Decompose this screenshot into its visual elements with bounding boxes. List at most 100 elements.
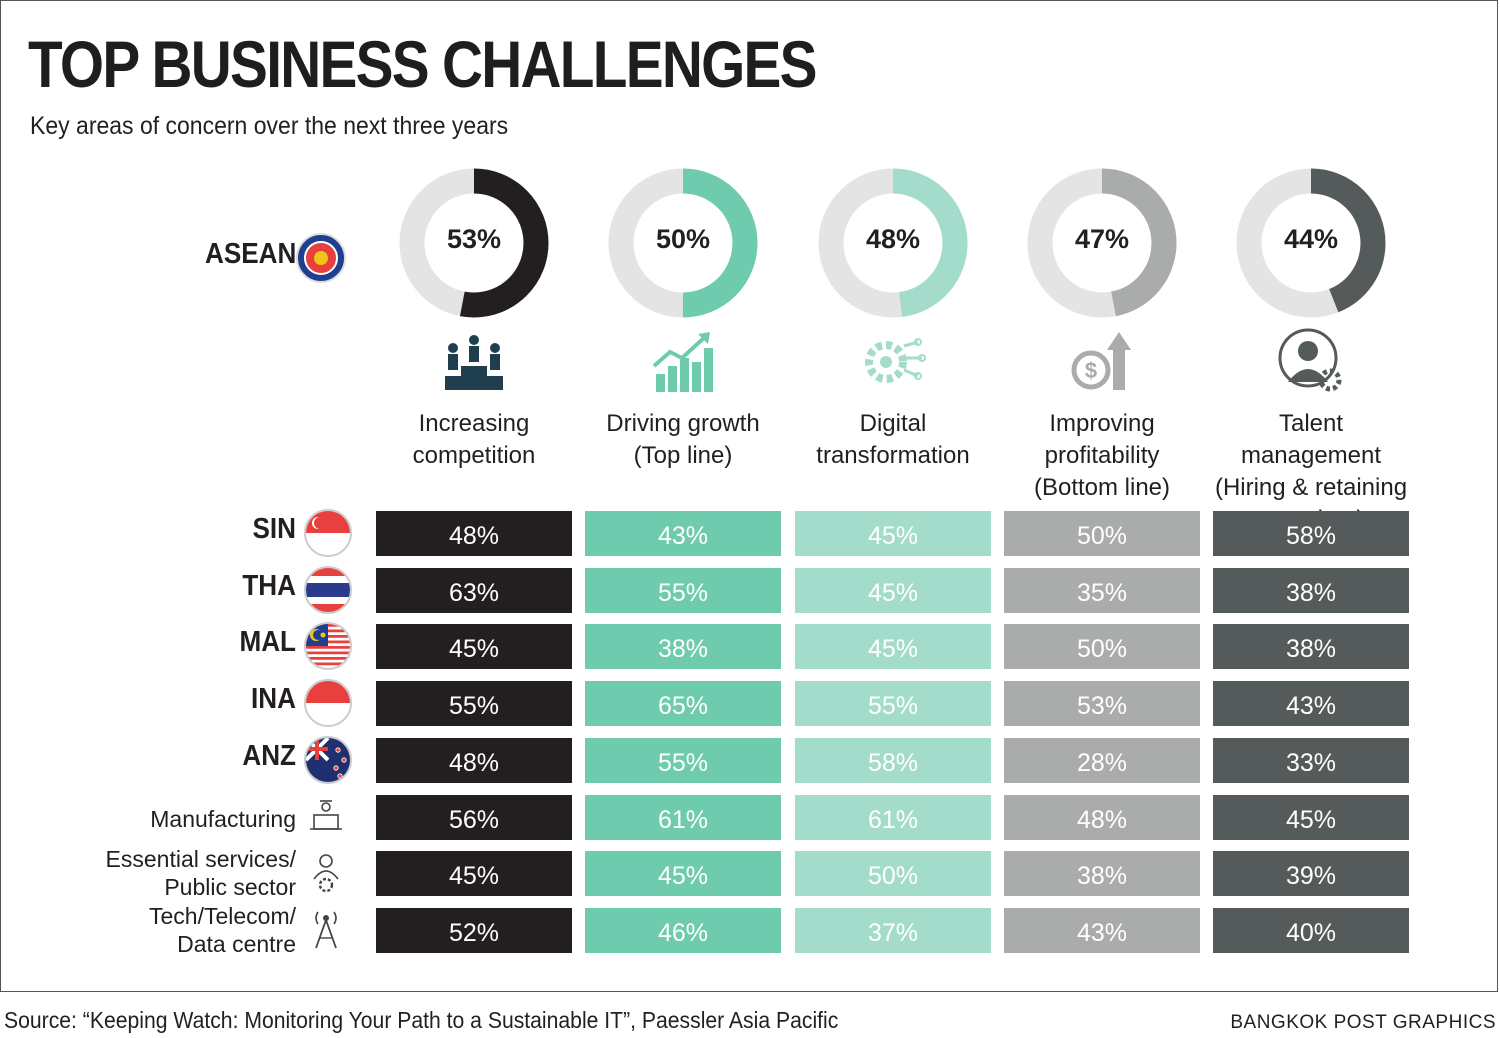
table-cell-competition: 45% xyxy=(376,624,572,670)
asean-donut-profitability: 47% xyxy=(1025,166,1179,320)
donut-value-label: 44% xyxy=(1283,224,1339,254)
donut-value-arc xyxy=(608,168,758,318)
row-label-line: Essential services/ xyxy=(105,846,296,873)
person-gear-outline-icon xyxy=(304,849,352,897)
table-cell-growth: 55% xyxy=(585,567,781,613)
table-cell-digital: 61% xyxy=(795,794,991,840)
table-cell-growth: 38% xyxy=(585,624,781,670)
indonesia-flag-icon xyxy=(304,679,352,728)
table-cell-talent: 33% xyxy=(1213,737,1409,783)
donut-value-arc xyxy=(1236,168,1386,318)
growth-chart-icon xyxy=(648,326,718,396)
row-label-line: Tech/Telecom/ xyxy=(148,902,296,929)
table-cell-growth: 55% xyxy=(585,737,781,783)
person-gear-icon xyxy=(1276,326,1346,396)
category-label-profitability: Improving profitability (Bottom line) xyxy=(997,408,1207,504)
factory-worker-icon xyxy=(304,793,352,841)
table-cell-digital: 45% xyxy=(795,567,991,613)
table-cell-growth: 46% xyxy=(585,907,781,953)
row-label: MAL xyxy=(26,626,296,659)
row-label-line: MAL xyxy=(239,626,296,659)
asean-donut-talent: 44% xyxy=(1234,166,1388,320)
row-label: Tech/Telecom/Data centre xyxy=(0,902,296,958)
row-label: ANZ xyxy=(26,740,296,773)
table-cell-talent: 45% xyxy=(1213,794,1409,840)
row-label-line: INA xyxy=(251,683,296,716)
table-cell-digital: 58% xyxy=(795,737,991,783)
table-cell-competition: 48% xyxy=(376,511,572,556)
row-label-line: Manufacturing xyxy=(150,805,296,832)
table-cell-digital: 37% xyxy=(795,907,991,953)
asean-donut-digital: 48% xyxy=(816,166,970,320)
table-cell-talent: 40% xyxy=(1213,907,1409,953)
category-label-digital: Digital transformation xyxy=(788,408,998,472)
infographic-frame xyxy=(0,0,1498,992)
source-note: Source: “Keeping Watch: Monitoring Your … xyxy=(4,1007,839,1033)
antenna-tower-icon xyxy=(304,906,352,954)
table-cell-profitability: 35% xyxy=(1004,567,1200,613)
table-cell-talent: 39% xyxy=(1213,851,1409,897)
singapore-flag-icon xyxy=(304,509,352,557)
donut-value-label: 47% xyxy=(1074,224,1130,254)
thailand-flag-icon xyxy=(304,565,352,614)
category-label-growth: Driving growth (Top line) xyxy=(578,408,788,472)
anz-flag-icon xyxy=(304,735,352,784)
row-label: THA xyxy=(26,570,296,603)
graphics-credit: BANGKOK POST GRAPHICS xyxy=(1230,1012,1496,1033)
table-cell-profitability: 50% xyxy=(1004,624,1200,670)
category-label-line: Increasing xyxy=(418,410,530,437)
category-label-line: Improving xyxy=(1049,410,1155,437)
table-cell-profitability: 28% xyxy=(1004,737,1200,783)
row-label: Essential services/Public sector xyxy=(0,845,296,901)
asean-emblem-icon xyxy=(296,233,346,283)
table-cell-digital: 55% xyxy=(795,681,991,727)
table-cell-talent: 43% xyxy=(1213,681,1409,727)
table-cell-talent: 38% xyxy=(1213,567,1409,613)
row-label-line: SIN xyxy=(252,513,296,545)
table-cell-competition: 52% xyxy=(376,907,572,953)
category-label-competition: Increasing competition xyxy=(369,408,579,472)
table-cell-growth: 65% xyxy=(585,681,781,727)
row-label-line: Data centre xyxy=(177,930,296,957)
table-cell-growth: 45% xyxy=(585,851,781,897)
donut-value-label: 50% xyxy=(655,224,711,254)
table-cell-digital: 45% xyxy=(795,511,991,556)
table-cell-competition: 56% xyxy=(376,794,572,840)
row-label-line: Public sector xyxy=(164,874,296,901)
donut-value-arc xyxy=(818,168,968,318)
asean-donut-competition: 53% xyxy=(397,166,551,320)
gear-circuit-icon xyxy=(858,326,928,396)
table-cell-growth: 43% xyxy=(585,511,781,556)
category-label-line: (Top line) xyxy=(633,442,733,469)
malaysia-flag-icon xyxy=(304,622,352,671)
category-label-line: profitability xyxy=(1044,442,1160,469)
table-cell-competition: 55% xyxy=(376,681,572,727)
donut-value-label: 53% xyxy=(446,224,502,254)
table-cell-talent: 58% xyxy=(1213,511,1409,556)
table-cell-talent: 38% xyxy=(1213,624,1409,670)
category-label-line: (Hiring & retaining xyxy=(1214,474,1408,501)
row-label: SIN xyxy=(26,513,296,546)
category-label-line: competition xyxy=(412,442,536,469)
category-label-line: Talent management xyxy=(1240,410,1382,469)
row-label-line: THA xyxy=(242,569,296,602)
podium-people-icon xyxy=(439,326,509,396)
table-cell-competition: 45% xyxy=(376,851,572,897)
donut-value-label: 48% xyxy=(865,224,921,254)
svg-text:$: $ xyxy=(1085,358,1097,383)
table-cell-digital: 45% xyxy=(795,624,991,670)
table-cell-growth: 61% xyxy=(585,794,781,840)
table-cell-competition: 48% xyxy=(376,737,572,783)
category-label-line: transformation xyxy=(816,442,970,469)
dollar-arrow-icon: $ xyxy=(1067,326,1137,396)
table-cell-profitability: 43% xyxy=(1004,907,1200,953)
table-cell-digital: 50% xyxy=(795,851,991,897)
category-label-line: Driving growth xyxy=(606,410,760,437)
chart-title: TOP BUSINESS CHALLENGES xyxy=(28,27,818,101)
row-label: Manufacturing xyxy=(0,805,296,833)
chart-subtitle: Key areas of concern over the next three… xyxy=(30,112,509,140)
table-cell-profitability: 38% xyxy=(1004,851,1200,897)
table-cell-competition: 63% xyxy=(376,567,572,613)
asean-donut-growth: 50% xyxy=(606,166,760,320)
category-label-line: (Bottom line) xyxy=(1033,474,1171,501)
